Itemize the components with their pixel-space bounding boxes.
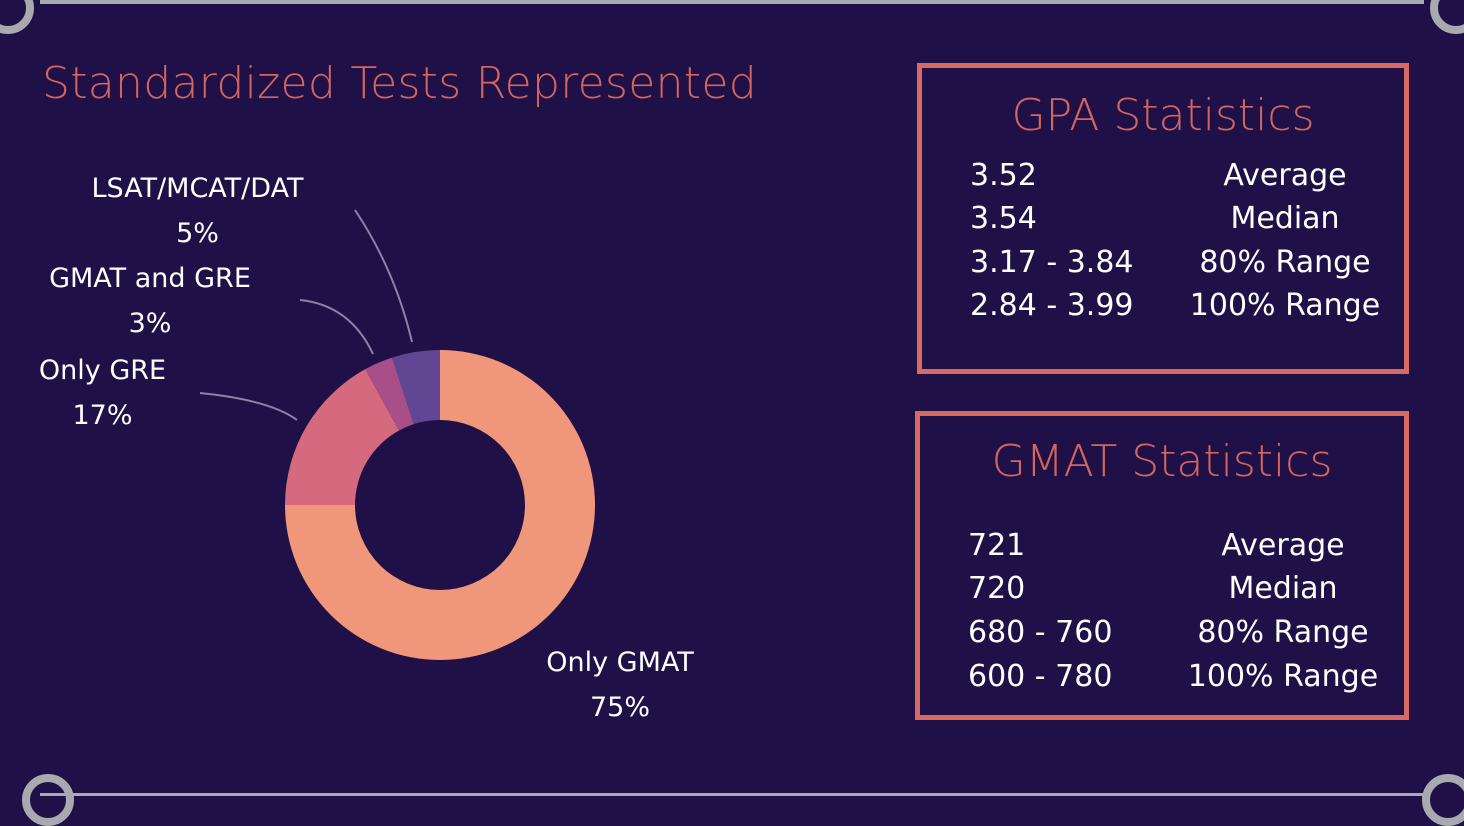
stat-label: Average: [1223, 158, 1347, 193]
leader-line-lsat: [354, 209, 413, 343]
stat-value: 720: [968, 571, 1026, 606]
stat-label: 80% Range: [1199, 245, 1371, 280]
stat-value: 600 - 780: [968, 659, 1113, 694]
stat-row: 2.84 - 3.99 100% Range: [970, 288, 1384, 332]
corner-ornament: [0, 0, 34, 34]
stat-value: 3.17 - 3.84: [970, 245, 1134, 280]
gmat-statistics-box: GMAT Statistics 721 Average 720 Median 680…: [915, 411, 1409, 720]
slice-name: Only GMAT: [546, 647, 694, 678]
slice-percent: 3%: [128, 308, 172, 339]
leader-line-gre: [199, 392, 298, 421]
frame-top-line: [40, 0, 1424, 4]
stat-row: 720 Median: [968, 571, 1384, 615]
slice-label-lsat: LSAT/MCAT/DAT 5%: [50, 166, 345, 256]
stat-value: 721: [968, 528, 1026, 563]
slice-label-gre: Only GRE 17%: [20, 348, 185, 438]
stat-value: 3.54: [970, 201, 1037, 236]
stat-label: Median: [1230, 201, 1340, 236]
stat-row: 3.17 - 3.84 80% Range: [970, 245, 1384, 289]
stat-value: 2.84 - 3.99: [970, 288, 1134, 323]
gpa-title: GPA Statistics: [1011, 90, 1315, 141]
slice-label-gmat-gre: GMAT and GRE 3%: [20, 256, 280, 346]
slice-name: GMAT and GRE: [49, 263, 251, 294]
donut-slice-lsat-mcat-dat: [392, 350, 440, 425]
stat-label: 100% Range: [1187, 659, 1379, 694]
stat-row: 3.52 Average: [970, 158, 1384, 202]
stat-label: 100% Range: [1189, 288, 1381, 323]
donut-chart: [199, 209, 595, 660]
stat-value: 680 - 760: [968, 615, 1113, 650]
gmat-title: GMAT Statistics: [991, 436, 1333, 487]
stat-row: 600 - 780 100% Range: [968, 659, 1384, 703]
stat-label: Median: [1228, 571, 1338, 606]
corner-ornament: [1430, 0, 1464, 34]
gpa-statistics-box: GPA Statistics 3.52 Average 3.54 Median 3.…: [917, 63, 1409, 374]
stat-row: 680 - 760 80% Range: [968, 615, 1384, 659]
stat-label: Average: [1221, 528, 1345, 563]
stat-row: 721 Average: [968, 528, 1384, 572]
donut-slice-only-gmat: [285, 350, 595, 660]
slice-percent: 17%: [72, 400, 133, 431]
donut-slice-gmat-and-gre: [365, 357, 414, 431]
leader-line-gmat-gre: [299, 299, 374, 355]
slice-name: LSAT/MCAT/DAT: [91, 173, 304, 204]
stat-label: 80% Range: [1197, 615, 1369, 650]
slice-percent: 75%: [589, 692, 650, 723]
stat-row: 3.54 Median: [970, 201, 1384, 245]
slice-label-gmat: Only GMAT 75%: [520, 640, 720, 730]
donut-slice-only-gre: [285, 369, 400, 505]
slice-percent: 5%: [176, 218, 219, 249]
frame-bottom-line: [40, 793, 1424, 796]
slice-name: Only GRE: [38, 355, 167, 386]
chart-title: Standardized Tests Represented: [42, 58, 757, 109]
stat-value: 3.52: [970, 158, 1037, 193]
leader-lines: [199, 209, 413, 421]
